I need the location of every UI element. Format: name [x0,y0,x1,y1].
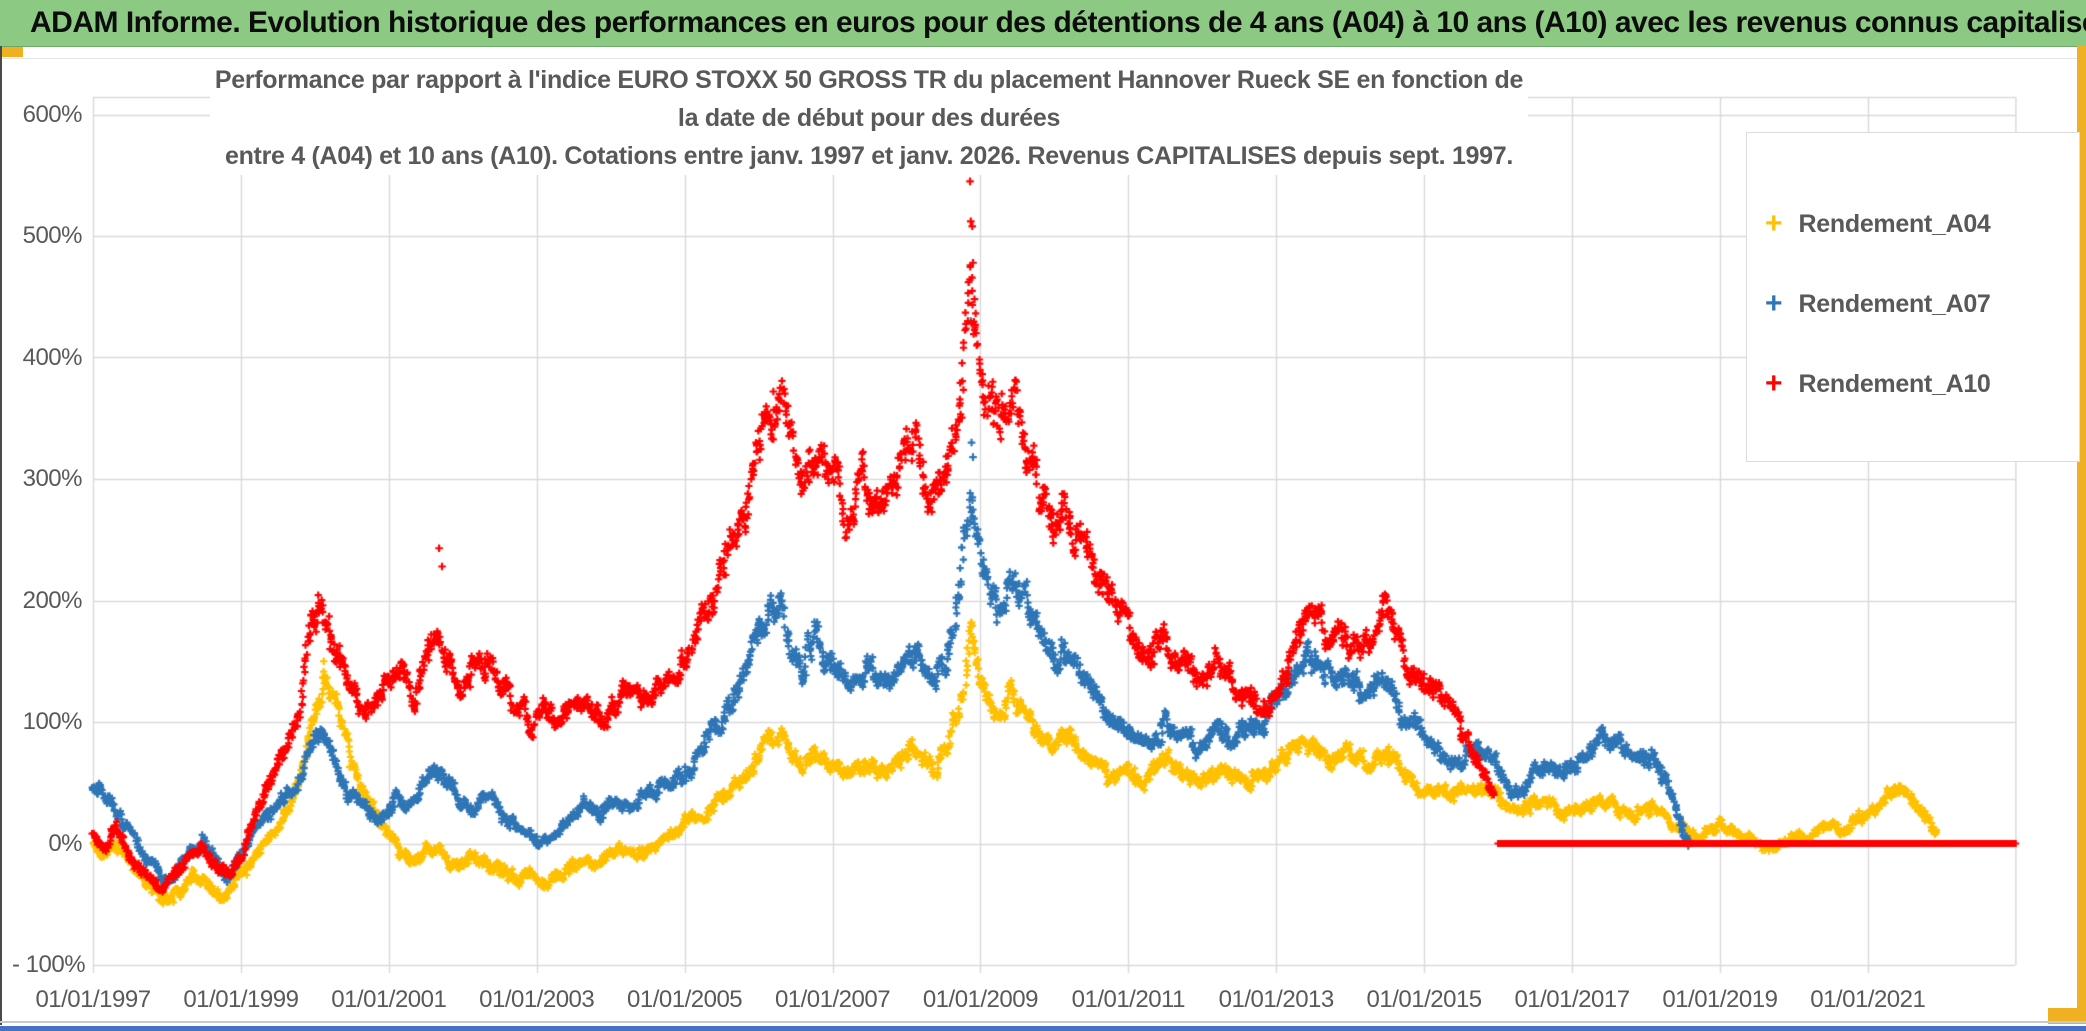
bottom-divider [0,1021,2086,1023]
x-axis-tick-label: 01/01/2011 [1071,986,1186,1013]
legend-item-label: Rendement_A07 [1798,289,1991,318]
y-axis-tick-label: 100% [22,708,83,735]
right-border-corner [2048,1008,2086,1024]
x-axis-tick-label: 01/01/2017 [1514,986,1630,1013]
plus-marker-icon-a07: + [1765,287,1783,320]
y-axis-tick-label: 200% [22,586,83,614]
header-bar: ADAM Informe. Evolution historique des p… [0,0,2086,47]
gold-dash-accent [0,47,23,57]
plus-marker-icon-a10: + [1765,367,1783,400]
plus-marker-icon-a04: + [1765,207,1783,240]
bottom-blue-bar [0,1026,2086,1031]
legend: + Rendement_A04 + Rendement_A07 + Rendem… [1746,132,2080,462]
y-axis-tick-label: 600% [22,100,83,128]
legend-item-rendement-a04[interactable]: + Rendement_A04 [1765,209,1991,239]
right-border-strip [2077,46,2086,1018]
chart-subtitle: Performance par rapport à l'indice EURO … [210,61,1528,175]
chart-subtitle-line2: entre 4 (A04) et 10 ans (A10). Cotations… [224,142,1513,170]
x-axis-tick-label: 01/01/1997 [35,986,151,1013]
chart-subtitle-line1: Performance par rapport à l'indice EURO … [214,66,1524,132]
legend-item-label: Rendement_A10 [1798,369,1991,398]
legend-item-label: Rendement_A04 [1798,209,1991,238]
x-axis-tick-label: 01/01/2007 [774,986,891,1013]
legend-item-rendement-a07[interactable]: + Rendement_A07 [1765,289,1991,319]
y-axis-tick-label: 500% [22,222,83,249]
page-title: ADAM Informe. Evolution historique des p… [30,6,2086,39]
x-axis-tick-label: 01/01/2001 [331,986,447,1013]
x-axis-tick-label: 01/01/2021 [1810,986,1926,1013]
y-axis-tick-label: 0% [48,829,82,857]
legend-item-rendement-a10[interactable]: + Rendement_A10 [1765,369,1991,399]
x-axis-tick-label: 01/01/2003 [479,986,595,1013]
header-divider [0,58,2086,59]
y-axis-tick-label: 300% [22,465,83,492]
x-axis-tick-label: 01/01/2015 [1366,986,1483,1013]
x-axis-tick-label: 01/01/2009 [922,986,1039,1013]
x-axis-tick-label: 01/01/1999 [183,986,299,1013]
y-axis-tick-label: - 100% [12,951,86,978]
left-border [0,46,2,1025]
x-axis-tick-label: 01/01/2019 [1662,986,1778,1013]
y-axis-tick-label: 400% [22,343,83,371]
x-axis-tick-label: 01/01/2013 [1218,986,1335,1013]
x-axis-tick-label: 01/01/2005 [627,986,743,1013]
